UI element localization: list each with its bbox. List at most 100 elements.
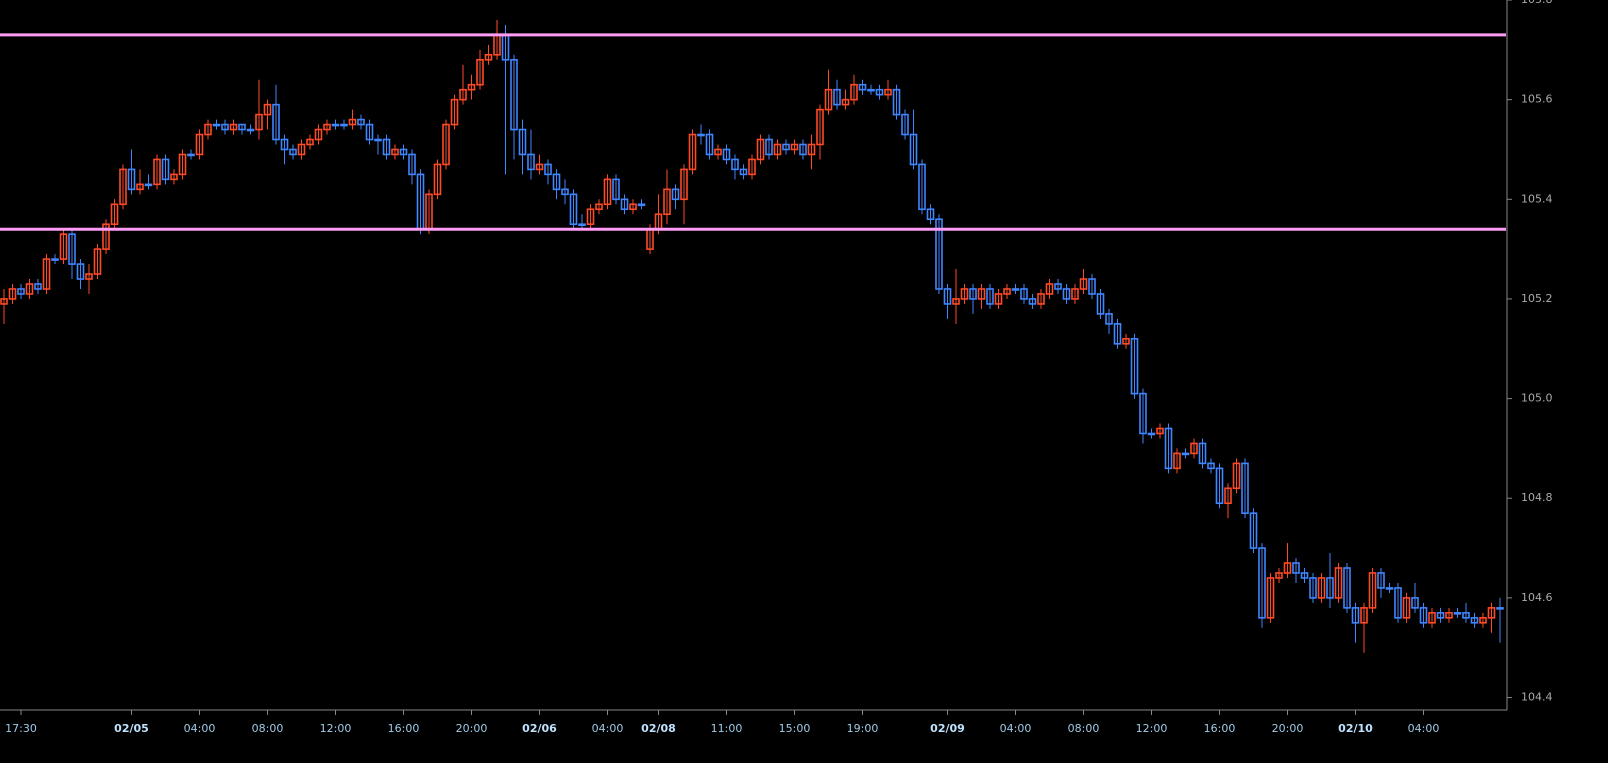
- y-tick-label: 104.4: [1521, 691, 1553, 704]
- candle-body: [484, 54, 493, 61]
- candle-body: [1062, 288, 1071, 300]
- candle-body: [178, 153, 187, 176]
- candle-body: [1156, 427, 1164, 435]
- candle-body: [348, 118, 357, 126]
- candle-body: [25, 283, 34, 295]
- candle-body: [1139, 392, 1147, 435]
- candle-body: [569, 193, 578, 226]
- candle-body: [578, 223, 586, 227]
- candle-body: [1113, 323, 1122, 345]
- x-tick-label: 04:00: [184, 722, 216, 735]
- candle-body: [1436, 612, 1445, 619]
- candle-body: [1419, 607, 1428, 624]
- x-tick-label: 04:00: [1000, 722, 1032, 735]
- x-tick-label: 16:00: [388, 722, 420, 735]
- candle-body: [663, 188, 671, 216]
- candle-body: [1385, 587, 1394, 590]
- candle-body: [314, 128, 323, 141]
- candle-body: [459, 88, 467, 101]
- candle-body: [272, 103, 280, 141]
- candle-body: [799, 143, 807, 156]
- candle-body: [620, 198, 629, 211]
- candle-body: [467, 83, 476, 91]
- candle-body: [136, 183, 144, 191]
- candle-body: [680, 168, 688, 201]
- candle-body: [1445, 612, 1453, 619]
- candle-body: [918, 163, 926, 211]
- candle-body: [76, 263, 85, 280]
- candle-body: [1088, 278, 1096, 295]
- candle-body: [1037, 293, 1045, 305]
- candle-body: [697, 133, 705, 137]
- candle-body: [1479, 617, 1487, 624]
- candle-body: [340, 123, 348, 127]
- candle-body: [1164, 427, 1173, 470]
- candle-body: [433, 163, 442, 196]
- candle-body: [552, 173, 561, 191]
- candle-body: [731, 158, 739, 171]
- candle-body: [357, 118, 365, 126]
- candle-body: [935, 218, 943, 290]
- candle-body: [42, 258, 51, 290]
- candle-body: [1300, 572, 1309, 579]
- candle-body: [637, 203, 646, 207]
- candle-body: [1292, 562, 1300, 574]
- candle-body: [51, 258, 59, 261]
- candle-body: [144, 183, 153, 187]
- candle-body: [1054, 283, 1062, 290]
- x-tick-label: 04:00: [592, 722, 624, 735]
- x-tick-label: 12:00: [1136, 722, 1168, 735]
- candle-body: [1377, 572, 1385, 589]
- candle-body: [1241, 462, 1249, 514]
- candle-body: [824, 88, 833, 111]
- candle-body: [246, 128, 255, 132]
- candle-body: [756, 138, 765, 161]
- candle-body: [858, 83, 867, 91]
- y-tick-label: 105.2: [1521, 292, 1553, 305]
- y-tick-label: 104.6: [1521, 591, 1553, 604]
- candle-body: [187, 153, 195, 157]
- y-tick-label: 105.0: [1521, 392, 1553, 405]
- candle-body: [306, 138, 314, 146]
- candle-body: [1096, 293, 1105, 315]
- candle-body: [238, 123, 246, 131]
- candle-body: [909, 133, 918, 166]
- candle-body: [1487, 607, 1496, 619]
- candle-body: [790, 143, 799, 151]
- candle-body: [476, 58, 484, 86]
- candle-body: [1071, 288, 1079, 300]
- candle-body: [408, 153, 416, 176]
- candle-body: [527, 153, 535, 171]
- candle-body: [450, 98, 459, 126]
- candle-body: [323, 123, 331, 131]
- candle-body: [943, 288, 952, 305]
- candle-body: [1496, 607, 1504, 610]
- candle-body: [34, 283, 42, 290]
- candle-body: [1309, 577, 1317, 599]
- candle-body: [765, 138, 773, 156]
- candle-body: [331, 123, 340, 127]
- candle-body: [153, 158, 161, 186]
- candle-body: [1266, 577, 1275, 619]
- candle-body: [612, 178, 620, 201]
- candle-body: [1130, 338, 1139, 395]
- y-tick-label: 105.6: [1521, 93, 1553, 106]
- candle-body: [1224, 487, 1232, 505]
- candle-body: [1470, 617, 1479, 624]
- candle-body: [671, 188, 680, 201]
- candle-body: [374, 138, 382, 142]
- candle-body: [722, 148, 731, 161]
- candle-body: [875, 88, 884, 96]
- y-tick-label: 105.4: [1521, 192, 1553, 205]
- x-tick-label: 08:00: [252, 722, 284, 735]
- candle-body: [901, 113, 909, 136]
- candle-body: [892, 88, 901, 116]
- candle-body: [1028, 298, 1037, 305]
- candle-body: [1453, 612, 1462, 615]
- candle-body: [705, 133, 714, 156]
- candle-body: [994, 293, 1003, 305]
- candle-body: [0, 298, 8, 305]
- candle-body: [289, 148, 297, 156]
